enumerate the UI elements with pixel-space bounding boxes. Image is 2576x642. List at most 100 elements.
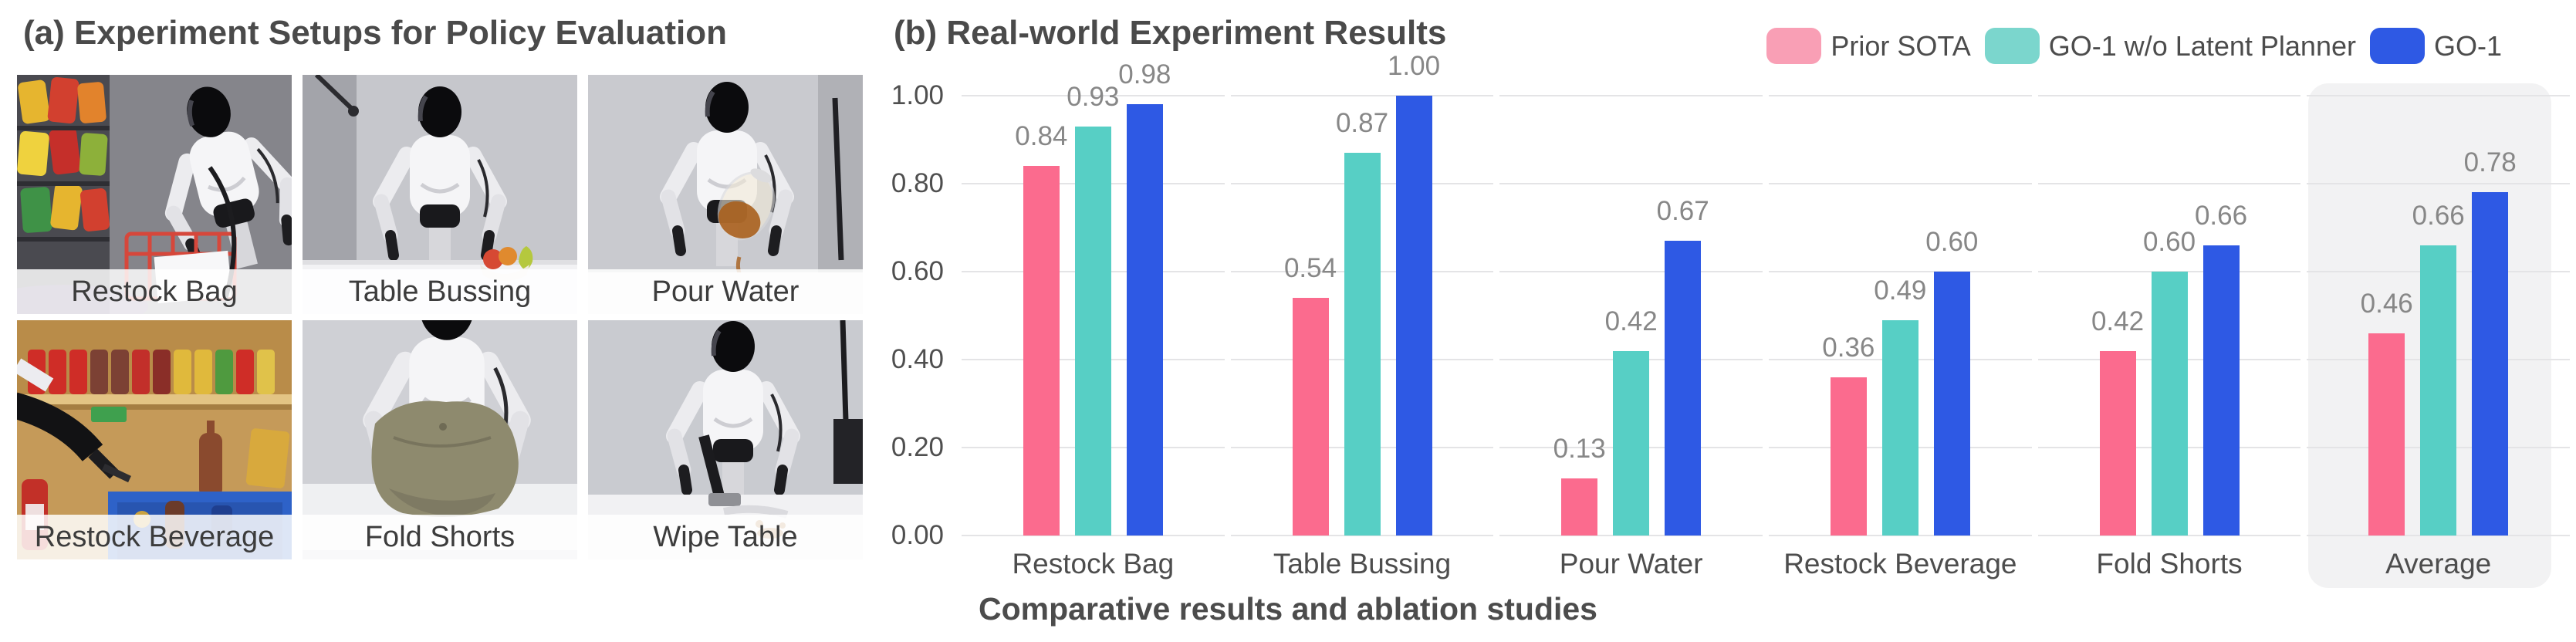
- photo-label: Restock Bag: [17, 269, 292, 314]
- bar-go-1-fold-shorts: [2202, 245, 2240, 536]
- bar-value-label: 0.13: [1553, 433, 1606, 464]
- y-tick-1.00: 1.00: [891, 80, 944, 110]
- gridline: [1769, 183, 2032, 184]
- chart-panel-restock-bag: 0.84 0.93 0.98 Restock Bag: [962, 59, 1225, 579]
- bar-value-label: 0.84: [1015, 121, 1068, 152]
- y-tick-0.80: 0.80: [891, 168, 944, 198]
- bar-value-label: 0.67: [1656, 196, 1709, 227]
- bar-chart-plot: 0.84 0.93 0.98 Restock Bag 0.54 0.87 1.00 Table…: [962, 51, 2571, 588]
- category-label-restock-beverage: Restock Beverage: [1783, 548, 2017, 579]
- gridline: [1769, 95, 2032, 96]
- bar-go-1-w-o-latent-planner-table-bussing: [1344, 153, 1381, 536]
- photo-label: Fold Shorts: [303, 515, 577, 559]
- bar-value-label: 0.36: [1822, 332, 1875, 363]
- bar-value-label: 0.66: [2412, 200, 2465, 231]
- bar-prior-sota-fold-shorts: [2099, 350, 2136, 536]
- y-tick-0.60: 0.60: [891, 256, 944, 286]
- bar-value-label: 0.87: [1335, 108, 1389, 139]
- gridline: [1499, 271, 1763, 272]
- legend-label-go-1-w-o-latent-planner: GO-1 w/o Latent Planner: [2048, 29, 2356, 62]
- gridline: [1230, 95, 1494, 96]
- gridline: [1769, 535, 2032, 536]
- chart-panel-restock-beverage: 0.36 0.49 0.60 Restock Beverage: [1769, 95, 2032, 579]
- bar-go-1-w-o-latent-planner-restock-bag: [1074, 126, 1111, 536]
- bar-prior-sota-restock-beverage: [1830, 377, 1867, 536]
- chart-panel-average: 0.46 0.66 0.78 Average: [2307, 83, 2571, 588]
- gridline: [1499, 183, 1763, 184]
- photo-fold-shorts: Fold Shorts: [303, 320, 577, 559]
- snack-packs: [17, 76, 110, 233]
- bar-value-label: 0.60: [2142, 227, 2196, 257]
- bar-value-label: 0.98: [1118, 59, 1171, 90]
- bar-value-label: 0.49: [1874, 275, 1927, 306]
- bar-go-1-w-o-latent-planner-fold-shorts: [2151, 272, 2188, 536]
- bar-wrap: 0.93: [1067, 82, 1119, 536]
- photo-label: Table Bussing: [303, 269, 577, 314]
- chart-panel-table-bussing: 0.54 0.87 1.00 Table Bussing: [1230, 51, 1494, 579]
- legend-item-go-1-w-o-latent-planner: GO-1 w/o Latent Planner: [1984, 28, 2356, 64]
- bar-wrap: 0.54: [1284, 253, 1337, 536]
- category-label-average: Average: [2385, 548, 2492, 579]
- gridline: [2307, 535, 2571, 536]
- bar-prior-sota-table-bussing: [1292, 298, 1329, 536]
- bar-wrap: 0.13: [1553, 434, 1606, 536]
- panel-b-title: (b) Real-world Experiment Results: [894, 14, 1447, 52]
- bar-go-1-restock-bag: [1126, 104, 1163, 536]
- bar-wrap: 0.36: [1822, 333, 1875, 536]
- bar-wrap: 0.78: [2464, 147, 2517, 536]
- bar-wrap: 0.84: [1015, 121, 1067, 536]
- photo-table-bussing: Table Bussing: [303, 75, 577, 314]
- photo-restock-beverage: Restock Beverage: [17, 320, 292, 559]
- bar-go-1-table-bussing: [1395, 96, 1432, 536]
- gridline: [1499, 535, 1763, 536]
- bar-wrap: 1.00: [1388, 51, 1440, 536]
- bar-group-pour-water: 0.13 0.42 0.67: [1499, 96, 1763, 536]
- bar-wrap: 0.42: [2091, 306, 2144, 536]
- legend-label-prior-sota: Prior SOTA: [1831, 29, 1971, 62]
- bar-go-1-restock-beverage: [1933, 272, 1970, 536]
- y-tick-0.40: 0.40: [891, 344, 944, 374]
- category-label-table-bussing: Table Bussing: [1273, 548, 1452, 579]
- chart-legend: Prior SOTA GO-1 w/o Latent Planner GO-1: [1766, 28, 2502, 64]
- bar-value-label: 0.54: [1283, 253, 1337, 284]
- bar-wrap: 0.60: [2143, 227, 2196, 536]
- bar-wrap: 0.60: [1925, 227, 1978, 536]
- shelf-board: [17, 394, 292, 404]
- gridline: [1230, 535, 1494, 536]
- bar-prior-sota-average: [2368, 333, 2405, 536]
- bar-group-table-bussing: 0.54 0.87 1.00: [1231, 51, 1494, 536]
- gridline: [2307, 95, 2571, 96]
- legend-label-go-1: GO-1: [2433, 29, 2502, 62]
- chart-panel-fold-shorts: 0.42 0.60 0.66 Fold Shorts: [2037, 95, 2301, 579]
- figure-caption: Comparative results and ablation studies: [979, 591, 1597, 627]
- gridline: [1769, 271, 2032, 272]
- bar-prior-sota-pour-water: [1561, 478, 1598, 536]
- bar-prior-sota-restock-bag: [1023, 166, 1060, 536]
- gridline: [2307, 183, 2571, 184]
- legend-item-prior-sota: Prior SOTA: [1766, 28, 1971, 64]
- bar-go-1-average: [2472, 192, 2509, 536]
- bar-wrap: 0.66: [2195, 201, 2247, 536]
- y-axis: 1.00 0.80 0.60 0.40 0.20 0.00: [849, 80, 944, 550]
- legend-swatch-go-1-w-o-latent-planner: [1984, 28, 2040, 64]
- bar-wrap: 0.87: [1336, 108, 1388, 536]
- bar-group-restock-bag: 0.84 0.93 0.98: [962, 59, 1225, 536]
- kettle: [717, 168, 776, 241]
- bar-wrap: 0.46: [2361, 289, 2413, 536]
- bar-value-label: 0.42: [2091, 306, 2145, 336]
- bar-go-1-w-o-latent-planner-pour-water: [1613, 350, 1650, 536]
- photo-restock-bag: Restock Bag: [17, 75, 292, 314]
- panel-a-title: (a) Experiment Setups for Policy Evaluat…: [23, 14, 727, 52]
- bar-value-label: 0.42: [1604, 306, 1658, 336]
- bar-value-label: 0.66: [2194, 200, 2248, 231]
- legend-item-go-1: GO-1: [2369, 28, 2502, 64]
- photo-pour-water: Pour Water: [588, 75, 863, 314]
- y-tick-0.00: 0.00: [891, 520, 944, 550]
- bar-wrap: 0.42: [1605, 306, 1658, 536]
- category-label-restock-bag: Restock Bag: [1012, 548, 1175, 579]
- bar-value-label: 0.60: [1925, 227, 1979, 257]
- shorts: [371, 400, 519, 517]
- bar-group-restock-beverage: 0.36 0.49 0.60: [1769, 96, 2032, 536]
- legend-swatch-prior-sota: [1766, 28, 1822, 64]
- chart-panel-pour-water: 0.13 0.42 0.67 Pour Water: [1499, 95, 1763, 579]
